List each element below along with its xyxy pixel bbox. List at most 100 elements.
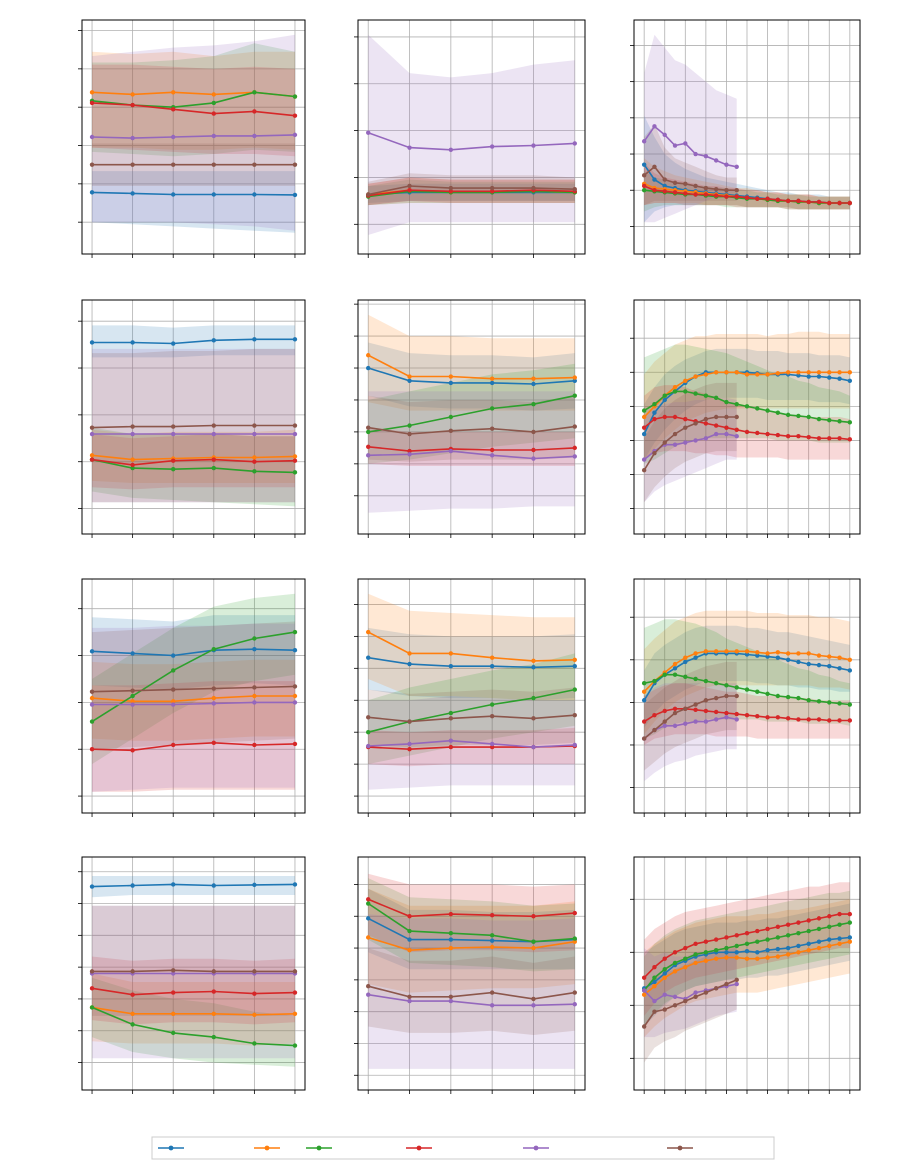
data-point <box>703 192 709 197</box>
data-point <box>662 975 667 980</box>
data-point <box>572 657 577 663</box>
confidence-band <box>368 173 575 206</box>
subplot-row3-col2 <box>354 578 586 817</box>
subplot-row1-col2 <box>354 19 586 258</box>
data-point <box>366 916 371 921</box>
series-line <box>91 631 296 723</box>
data-point <box>796 198 801 204</box>
data-point <box>252 162 257 167</box>
data-point <box>641 457 647 462</box>
data-point <box>827 370 832 375</box>
data-point <box>744 949 750 954</box>
axes-frame <box>81 578 306 814</box>
series-line <box>92 338 295 345</box>
data-point <box>703 185 709 191</box>
series-line <box>643 165 737 191</box>
data-point <box>693 702 698 707</box>
data-point <box>847 370 853 375</box>
data-point <box>211 695 216 701</box>
data-point <box>572 1002 577 1007</box>
data-point <box>407 374 412 379</box>
data-point <box>816 370 822 375</box>
confidence-band <box>92 51 295 150</box>
data-point <box>130 92 135 97</box>
legend-entry-0 <box>158 1145 184 1151</box>
series-1 <box>366 353 577 381</box>
data-point <box>211 740 216 746</box>
data-point <box>211 457 216 462</box>
data-point <box>531 744 536 750</box>
series-line <box>643 979 738 1027</box>
data-point <box>171 341 176 346</box>
data-point <box>89 719 95 724</box>
data-point <box>847 378 853 384</box>
data-point <box>662 132 667 138</box>
data-point <box>252 1012 257 1018</box>
data-point <box>806 661 811 667</box>
bands <box>368 314 575 513</box>
data-point <box>724 981 729 987</box>
data-point <box>489 144 495 149</box>
data-point <box>572 939 577 944</box>
data-point <box>407 998 412 1004</box>
legend-entries <box>158 1145 693 1151</box>
data-point <box>641 414 647 420</box>
data-point <box>171 431 176 437</box>
data-point <box>130 1022 135 1027</box>
data-point <box>724 693 729 699</box>
data-point <box>683 378 688 384</box>
legend-swatch-marker <box>416 1145 422 1151</box>
data-point <box>775 693 781 699</box>
data-point <box>448 185 454 191</box>
data-point <box>407 452 412 457</box>
data-point <box>765 937 770 942</box>
data-point <box>765 408 770 413</box>
data-point <box>292 1043 298 1048</box>
data-point <box>171 458 176 463</box>
series-line <box>91 191 296 196</box>
series-0 <box>89 337 298 346</box>
data-point <box>89 453 95 458</box>
series-4 <box>89 132 298 141</box>
subplot-row2-col3 <box>630 299 861 538</box>
data-point <box>662 967 667 972</box>
confidence-band <box>368 593 575 701</box>
data-point <box>211 133 216 139</box>
data-point <box>130 883 135 888</box>
data-point <box>489 453 495 458</box>
data-point <box>407 183 412 189</box>
data-point <box>847 200 853 206</box>
data-point <box>713 414 719 420</box>
data-point <box>652 712 657 718</box>
data-point <box>448 998 454 1004</box>
data-point <box>531 447 536 453</box>
data-point <box>755 196 760 201</box>
data-point <box>672 431 678 437</box>
series-line <box>91 424 295 429</box>
data-point <box>703 393 709 398</box>
data-point <box>407 431 412 437</box>
data-point <box>292 684 298 689</box>
data-point <box>292 162 298 167</box>
data-point <box>171 971 176 976</box>
data-point <box>816 699 822 704</box>
data-point <box>693 719 698 724</box>
series-line <box>368 985 575 1000</box>
data-point <box>89 190 95 195</box>
data-point <box>662 177 667 182</box>
subplot-row2-col1 <box>78 299 306 538</box>
data-point <box>252 469 257 474</box>
data-point <box>765 715 770 720</box>
data-point <box>662 672 667 677</box>
data-point <box>211 465 216 471</box>
series-5 <box>366 183 577 197</box>
data-point <box>837 370 842 375</box>
data-point <box>693 651 698 656</box>
data-point <box>724 955 729 960</box>
data-point <box>837 701 842 706</box>
data-point <box>572 687 577 692</box>
data-point <box>683 945 688 951</box>
data-point <box>734 402 739 407</box>
series-4 <box>89 431 298 437</box>
data-point <box>292 192 298 198</box>
